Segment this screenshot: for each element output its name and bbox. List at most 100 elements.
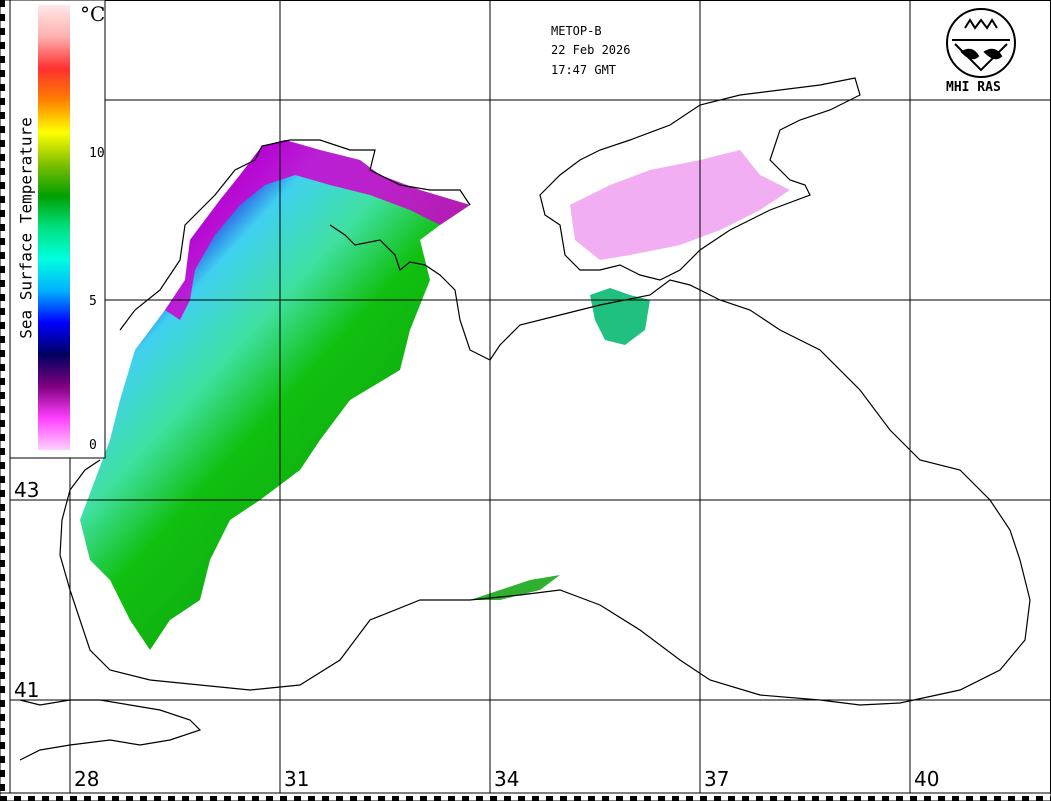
left-scale-tick (0, 168, 5, 175)
bottom-scale-tick (644, 796, 651, 801)
left-scale-tick (0, 364, 5, 371)
bottom-scale-tick (420, 796, 427, 801)
bottom-scale-tick (532, 796, 539, 801)
left-scale-tick (0, 350, 5, 357)
bottom-scale-tick (448, 796, 455, 801)
crimea-coast (539, 77, 861, 281)
left-scale-tick (0, 490, 5, 497)
lat-label-41: 41 (14, 678, 40, 702)
bottom-scale-tick (910, 796, 917, 801)
bottom-scale-tick (812, 796, 819, 801)
left-scale-tick (0, 714, 5, 721)
bottom-scale-tick (980, 796, 987, 801)
logo-circle (946, 8, 1016, 78)
bottom-scale-tick (630, 796, 637, 801)
bottom-scale-tick (280, 796, 287, 801)
bottom-scale-tick (364, 796, 371, 801)
bottom-scale-tick (602, 796, 609, 801)
bottom-scale-tick (1022, 796, 1029, 801)
left-scale-tick (0, 504, 5, 511)
bottom-scale-tick (686, 796, 693, 801)
left-scale-tick (0, 448, 5, 455)
left-scale-tick (0, 196, 5, 203)
left-scale-tick (0, 546, 5, 553)
bottom-scale-tick (1036, 796, 1043, 801)
lon-label-34: 34 (494, 767, 520, 791)
left-scale-tick (0, 210, 5, 217)
left-scale-tick (0, 602, 5, 609)
bottom-scale-tick (238, 796, 245, 801)
left-scale-tick (0, 770, 5, 777)
black-sea-coast (59, 224, 1031, 706)
bottom-scale-tick (84, 796, 91, 801)
left-scale-tick (0, 252, 5, 259)
bottom-scale-tick (70, 796, 77, 801)
org-name: MHI RAS (946, 80, 1001, 95)
bottom-scale-tick (672, 796, 679, 801)
left-scale-tick (0, 532, 5, 539)
colorbar-tick-10: 10 (89, 146, 105, 161)
left-scale-tick (0, 308, 5, 315)
left-scale-tick (0, 742, 5, 749)
left-scale-tick (0, 574, 5, 581)
bottom-scale-tick (252, 796, 259, 801)
bottom-scale-tick (0, 796, 7, 801)
bottom-scale-tick (294, 796, 301, 801)
left-scale-tick (0, 630, 5, 637)
bottom-scale-tick (588, 796, 595, 801)
bottom-scale-tick (952, 796, 959, 801)
bottom-scale-tick (266, 796, 273, 801)
left-scale-tick (0, 280, 5, 287)
bottom-scale-tick (434, 796, 441, 801)
bottom-scale-tick (714, 796, 721, 801)
bottom-scale-tick (756, 796, 763, 801)
lon-label-28: 28 (74, 767, 100, 791)
left-scale-tick (0, 140, 5, 147)
left-scale-tick (0, 84, 5, 91)
bottom-scale-tick (182, 796, 189, 801)
bottom-scale-tick (924, 796, 931, 801)
bottom-scale-tick (658, 796, 665, 801)
left-scale-tick (0, 420, 5, 427)
bottom-scale-tick (728, 796, 735, 801)
lon-label-37: 37 (704, 767, 730, 791)
left-scale-tick (0, 616, 5, 623)
bottom-scale-tick (308, 796, 315, 801)
nw-shelf-sst (80, 140, 470, 650)
left-scale-tick (0, 238, 5, 245)
bottom-scale-tick (826, 796, 833, 801)
bottom-scale-tick (322, 796, 329, 801)
left-scale-tick (0, 266, 5, 273)
bottom-scale-tick (994, 796, 1001, 801)
left-scale-tick (0, 686, 5, 693)
bottom-scale-tick (938, 796, 945, 801)
lat-label-43: 43 (14, 478, 40, 502)
bottom-scale-tick (798, 796, 805, 801)
azov-sea-sst (570, 150, 790, 260)
left-scale-tick (0, 728, 5, 735)
bottom-scale-tick (112, 796, 119, 801)
left-scale-tick (0, 322, 5, 329)
left-scale-tick (0, 28, 5, 35)
image-date: 22 Feb 2026 (551, 43, 631, 57)
bottom-scale-tick (98, 796, 105, 801)
bottom-scale-tick (574, 796, 581, 801)
bottom-scale-tick (700, 796, 707, 801)
bottom-scale-tick (1008, 796, 1015, 801)
logo-waves (952, 18, 1010, 72)
bottom-scale-tick (154, 796, 161, 801)
left-scale-tick (0, 434, 5, 441)
bosporus-coast (19, 699, 202, 761)
colorbar-tick-0: 0 (89, 438, 97, 453)
left-scale-tick (0, 756, 5, 763)
bottom-scale-tick (14, 796, 21, 801)
bottom-scale-tick (490, 796, 497, 801)
bottom-scale-tick (882, 796, 889, 801)
left-scale-tick (0, 476, 5, 483)
bottom-scale-tick (742, 796, 749, 801)
left-scale-tick (0, 406, 5, 413)
left-scale-tick (0, 224, 5, 231)
left-scale-tick (0, 126, 5, 133)
